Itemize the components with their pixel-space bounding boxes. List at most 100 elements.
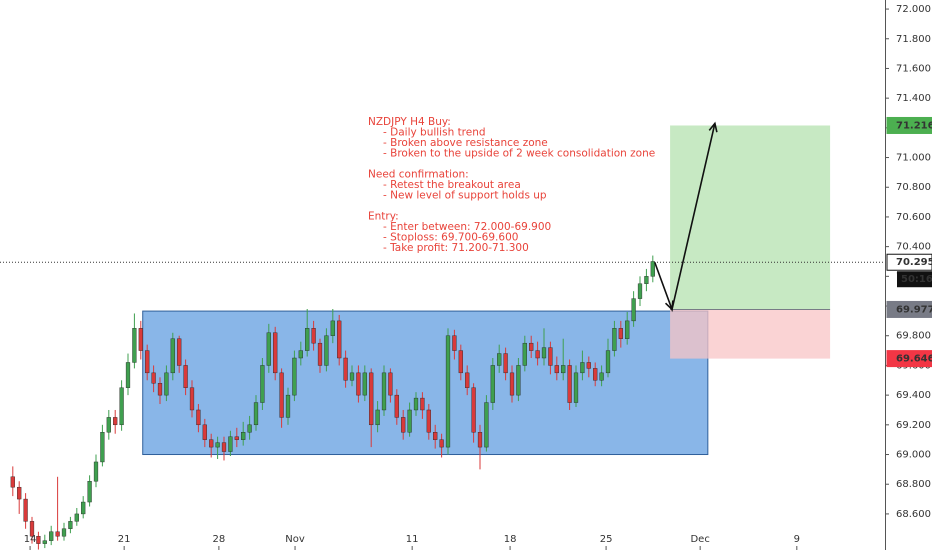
candle-body (209, 439, 214, 448)
candle-body (106, 417, 111, 433)
candle-body (349, 372, 355, 381)
y-tick-label: 68.800 (896, 479, 931, 490)
candle-body (522, 342, 527, 366)
candle-body (593, 368, 598, 381)
candle-body (375, 409, 380, 426)
candle-body (580, 362, 585, 374)
candle-body (484, 402, 489, 448)
countdown-badge (897, 271, 932, 288)
x-tick-label: 9 (794, 534, 800, 545)
candle-body (113, 417, 118, 426)
candle-body (266, 332, 271, 366)
candle-body (317, 342, 323, 366)
price-badge-label: 69.977 (896, 304, 932, 315)
candle-body (234, 436, 239, 440)
candle-body (298, 350, 303, 359)
candle-body (23, 498, 28, 522)
candle-body (420, 397, 425, 411)
candle-body (541, 347, 547, 359)
candle-body (285, 394, 291, 418)
y-tick-label: 71.600 (896, 63, 931, 74)
candle-body (157, 383, 163, 396)
candle-body (477, 432, 483, 448)
candle-body (407, 409, 412, 433)
candle-body (548, 347, 553, 366)
candle-body (183, 365, 188, 388)
price-badge (886, 350, 932, 368)
arrow-head (708, 121, 718, 133)
candle-body (567, 365, 572, 403)
candle-body (612, 328, 617, 351)
candle-body (74, 513, 79, 522)
x-tick-label: 21 (118, 534, 131, 545)
candle-body (273, 332, 278, 374)
candle-body (529, 342, 534, 351)
candle-body (241, 432, 246, 440)
y-tick-label: 71.400 (896, 93, 931, 104)
annotation-item: - Stoploss: 69.700-69.600 (383, 232, 518, 244)
annotation-item: - New level of support holds up (383, 190, 547, 202)
y-tick-label: 71.800 (896, 34, 931, 45)
y-tick-label: 70.800 (896, 182, 931, 193)
candle-body (29, 521, 35, 537)
candle-body (369, 372, 374, 426)
candle-body (452, 335, 457, 351)
annotation-heading: NZDJPY H4 Buy: (368, 116, 451, 128)
candle-body (49, 531, 54, 541)
annotation-item: - Daily bullish trend (383, 127, 486, 139)
annotation-item: - Retest the breakout area (383, 179, 521, 191)
candle-body (324, 335, 329, 366)
candle-body (554, 365, 559, 374)
y-tick-label: 71.000 (896, 153, 931, 164)
candle-body (618, 328, 623, 339)
candle-body (55, 531, 60, 537)
price-badge (886, 300, 932, 318)
candle-body (445, 335, 451, 448)
candle-body (509, 372, 515, 396)
candle-body (81, 501, 86, 515)
annotation-item: - Broken above resistance zone (383, 137, 548, 149)
candle-body (586, 362, 591, 369)
candle-body (439, 439, 444, 448)
candle-body (650, 261, 655, 277)
candle-body (311, 328, 316, 344)
plot-area (0, 121, 885, 550)
candle-body (61, 528, 67, 537)
candle-body (644, 276, 649, 284)
candle-body (202, 424, 207, 440)
candle-body (343, 357, 348, 381)
price-badge (886, 253, 932, 271)
candle-body (305, 328, 310, 351)
y-tick-label: 68.600 (896, 509, 931, 520)
candle-body (394, 394, 399, 418)
candle-body (503, 353, 508, 374)
candle-body (177, 338, 182, 366)
annotation-item: - Enter between: 72.000-69.900 (383, 221, 551, 233)
candle-body (189, 387, 195, 411)
candle-body (228, 436, 233, 452)
y-tick-label: 69.400 (896, 390, 931, 401)
candle-body (362, 372, 367, 396)
candle-body (599, 372, 604, 381)
candle-body (196, 409, 201, 426)
candle-body (388, 372, 393, 396)
price-badge-label: 71.216 (896, 120, 932, 131)
candle-body (465, 372, 470, 388)
candle-body (471, 387, 476, 433)
x-tick-label: Nov (285, 534, 305, 545)
candle-body (164, 372, 169, 396)
candle-body (631, 298, 636, 322)
x-tick-label: 11 (406, 534, 419, 545)
x-tick-label: Dec (690, 534, 709, 545)
candle-body (605, 350, 611, 374)
candle-body (426, 409, 431, 433)
candle-body (10, 476, 15, 488)
profit-zone (670, 125, 831, 310)
annotation-item: - Broken to the upside of 2 week consoli… (383, 148, 655, 160)
candle-body (490, 365, 495, 403)
candle-body (260, 365, 265, 403)
candle-body (125, 362, 131, 388)
y-tick-label: 72.000 (896, 4, 931, 15)
x-tick-label: 14 (24, 534, 37, 545)
